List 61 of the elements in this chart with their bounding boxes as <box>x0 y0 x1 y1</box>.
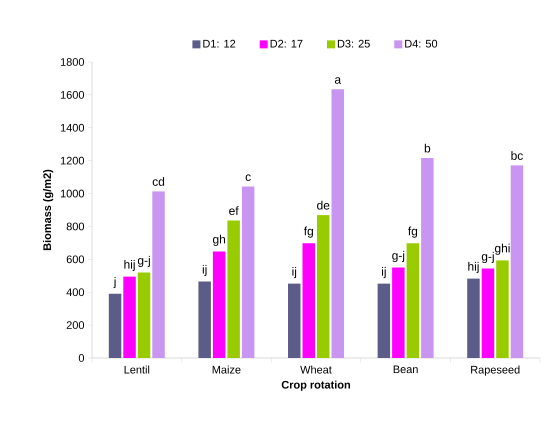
bar <box>392 268 405 358</box>
legend-label: D3: 25 <box>338 40 370 48</box>
data-label: j <box>113 277 116 288</box>
x-axis-title: Crop rotation <box>282 380 350 391</box>
legend-label: D4: 50 <box>405 40 438 48</box>
bar <box>467 278 480 358</box>
data-label: a <box>334 77 342 84</box>
y-axis-title: Biomass (g/m2) <box>43 170 54 250</box>
y-tick-label: 600 <box>66 255 84 264</box>
data-label: hij <box>124 260 135 272</box>
data-label: g-j <box>482 252 494 264</box>
x-tick-label: Wheat <box>300 366 332 374</box>
bar <box>152 191 165 358</box>
bar <box>227 220 240 358</box>
data-label: ghi <box>494 244 510 255</box>
data-label: ij <box>382 267 386 278</box>
data-label: b <box>424 144 430 153</box>
y-tick-label: 1400 <box>60 124 84 132</box>
y-tick-label: 1600 <box>60 91 84 99</box>
data-label: hij <box>468 262 479 274</box>
bar <box>242 186 254 358</box>
bar <box>316 215 330 358</box>
x-tick-label: Bean <box>394 366 418 374</box>
y-tick-label: 1800 <box>60 58 84 66</box>
data-label: de <box>317 200 330 210</box>
data-label: ij <box>292 267 296 278</box>
y-tick-label: 400 <box>66 288 84 296</box>
data-label: g-j <box>392 250 404 262</box>
bar <box>288 284 301 358</box>
bar <box>496 260 509 358</box>
y-tick-label: 1200 <box>60 156 84 165</box>
data-label: fg <box>408 226 418 238</box>
bar <box>510 165 524 358</box>
bar <box>198 282 211 358</box>
y-tick-label: 200 <box>66 321 84 329</box>
data-label: bc <box>511 151 523 160</box>
bar <box>138 272 150 358</box>
bar <box>302 243 316 358</box>
bar <box>331 89 344 358</box>
y-tick-label: 1000 <box>60 190 84 198</box>
bar <box>378 284 390 358</box>
data-label: gh <box>213 234 226 246</box>
y-tick-label: 800 <box>66 222 84 230</box>
bar <box>421 158 434 358</box>
data-label: fg <box>304 226 313 238</box>
x-tick-label: Maize <box>212 366 241 374</box>
bar <box>482 268 494 358</box>
legend-label: D2: 17 <box>270 40 302 48</box>
data-label: ef <box>229 206 239 215</box>
bar <box>123 276 136 358</box>
bar <box>108 294 122 358</box>
y-tick-label: 0 <box>78 354 84 362</box>
bar <box>212 251 226 358</box>
x-tick-label: Rapeseed <box>471 366 520 376</box>
data-label: ij <box>202 264 207 276</box>
data-label: g-j <box>138 256 150 267</box>
data-label: cd <box>152 177 164 186</box>
x-tick-label: Lentil <box>124 366 150 374</box>
bar <box>406 243 420 358</box>
legend-label: D1: 12 <box>203 40 236 48</box>
data-label: c <box>246 174 251 181</box>
